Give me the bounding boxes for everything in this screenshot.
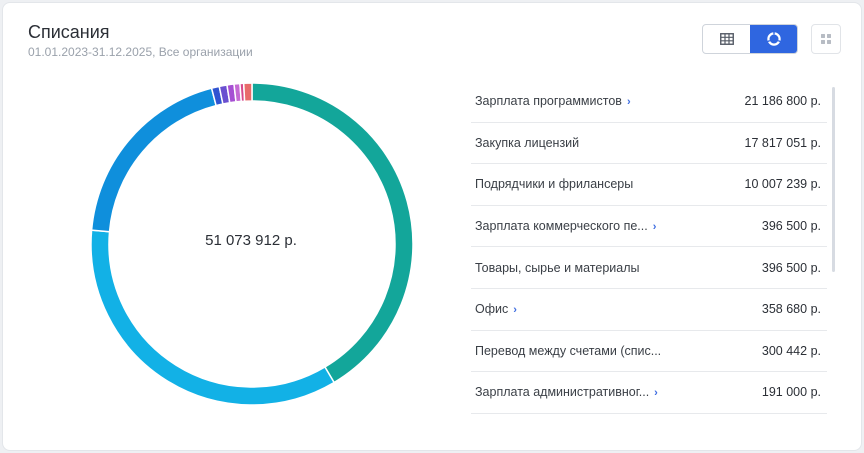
card-subtitle: 01.01.2023-31.12.2025, Все организации [28, 45, 253, 59]
list-item-text: Закупка лицензий [475, 135, 580, 150]
list-item-label: Зарплата коммерческого пе... › [471, 219, 717, 233]
donut-chart-icon [766, 31, 781, 46]
chevron-right-icon[interactable]: › [513, 304, 517, 317]
expense-list: Зарплата программистов › 21 186 800 р. Заку… [471, 81, 827, 414]
table-view-button[interactable] [703, 25, 750, 53]
list-scrollbar[interactable] [832, 87, 835, 272]
list-item-text: Зарплата коммерческого пе... [475, 219, 648, 234]
chevron-right-icon[interactable]: › [626, 96, 631, 109]
list-item-amount: 17 817 051 р. [744, 135, 821, 150]
list-item-text: Зарплата программистов [475, 94, 622, 109]
donut-slice[interactable] [90, 229, 336, 406]
list-item-label: Офис › [471, 302, 717, 316]
list-item-amount: 300 442 р. [761, 343, 821, 358]
donut-slice[interactable] [90, 87, 218, 233]
list-item-text: Товары, сырье и материалы [475, 260, 640, 275]
list-item-label: Подрядчики и фрилансеры [471, 177, 717, 191]
list-item[interactable]: Зарплата коммерческого пе... › 396 500 р. [471, 206, 827, 248]
table-icon [719, 33, 734, 45]
view-toggle [702, 24, 798, 54]
list-item: Товары, сырье и материалы 396 500 р. [471, 247, 827, 289]
list-item[interactable]: Зарплата административног... › 191 000 р. [471, 372, 827, 414]
list-item-label: Зарплата административног... › [471, 385, 717, 399]
widget-menu-button[interactable] [811, 24, 841, 54]
list-item-text: Зарплата административног... [475, 385, 650, 400]
list-item[interactable]: Зарплата программистов › 21 186 800 р. [471, 81, 827, 123]
list-item-label: Зарплата программистов › [471, 94, 717, 108]
chevron-right-icon[interactable]: › [652, 221, 657, 234]
chart-view-button[interactable] [750, 25, 797, 53]
list-item-text: Офис [475, 302, 509, 317]
donut-slice[interactable] [242, 82, 253, 102]
chevron-right-icon[interactable]: › [654, 387, 658, 400]
list-item-amount: 10 007 239 р. [744, 177, 821, 192]
list-item-amount: 21 186 800 р. [744, 94, 821, 109]
list-item-text: Подрядчики и фрилансеры [475, 177, 634, 192]
list-item: Подрядчики и фрилансеры 10 007 239 р. [471, 164, 827, 206]
card-title: Списания [28, 22, 110, 42]
list-item-amount: 396 500 р. [761, 219, 821, 234]
list-item: Закупка лицензий 17 817 051 р. [471, 123, 827, 165]
grid-dots-icon [821, 34, 831, 44]
donut-chart [90, 82, 414, 406]
list-item-label: Товары, сырье и материалы [471, 261, 717, 275]
list-item-amount: 396 500 р. [761, 260, 821, 275]
donut-total: 51 073 912 р. [205, 232, 297, 249]
list-item: Перевод между счетами (спис... 300 442 р. [471, 331, 827, 373]
list-item[interactable]: Офис › 358 680 р. [471, 289, 827, 331]
list-item-text: Перевод между счетами (спис... [475, 343, 662, 358]
list-item-amount: 191 000 р. [761, 385, 821, 400]
list-item-label: Закупка лицензий [471, 136, 717, 150]
list-item-amount: 358 680 р. [761, 302, 821, 317]
list-item-label: Перевод между счетами (спис... [471, 344, 717, 358]
